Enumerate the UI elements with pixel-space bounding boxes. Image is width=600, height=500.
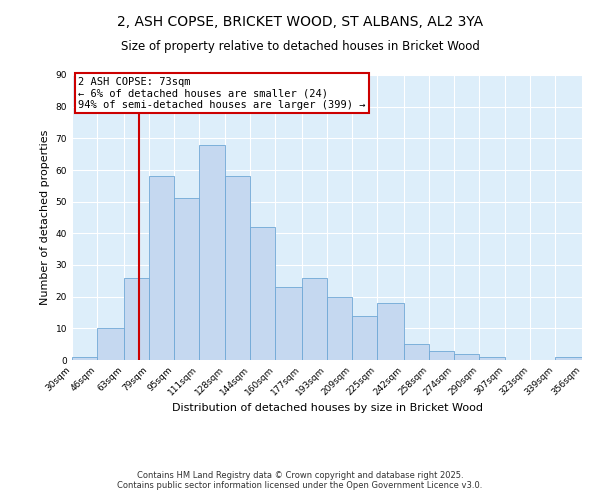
Bar xyxy=(454,354,479,360)
Text: Contains HM Land Registry data © Crown copyright and database right 2025.
Contai: Contains HM Land Registry data © Crown c… xyxy=(118,470,482,490)
Bar xyxy=(173,198,199,360)
Bar xyxy=(302,278,327,360)
Bar xyxy=(404,344,428,360)
Bar xyxy=(226,176,250,360)
Bar xyxy=(428,350,454,360)
Bar xyxy=(124,278,149,360)
Text: 2 ASH COPSE: 73sqm
← 6% of detached houses are smaller (24)
94% of semi-detached: 2 ASH COPSE: 73sqm ← 6% of detached hous… xyxy=(78,76,366,110)
Bar xyxy=(199,144,226,360)
Bar xyxy=(327,296,352,360)
Bar xyxy=(149,176,173,360)
Bar xyxy=(97,328,124,360)
Bar xyxy=(352,316,377,360)
X-axis label: Distribution of detached houses by size in Bricket Wood: Distribution of detached houses by size … xyxy=(172,402,482,412)
Text: 2, ASH COPSE, BRICKET WOOD, ST ALBANS, AL2 3YA: 2, ASH COPSE, BRICKET WOOD, ST ALBANS, A… xyxy=(117,15,483,29)
Bar xyxy=(250,227,275,360)
Bar xyxy=(275,287,302,360)
Bar xyxy=(72,357,97,360)
Y-axis label: Number of detached properties: Number of detached properties xyxy=(40,130,50,305)
Bar xyxy=(377,303,404,360)
Text: Size of property relative to detached houses in Bricket Wood: Size of property relative to detached ho… xyxy=(121,40,479,53)
Bar xyxy=(479,357,505,360)
Bar xyxy=(556,357,582,360)
